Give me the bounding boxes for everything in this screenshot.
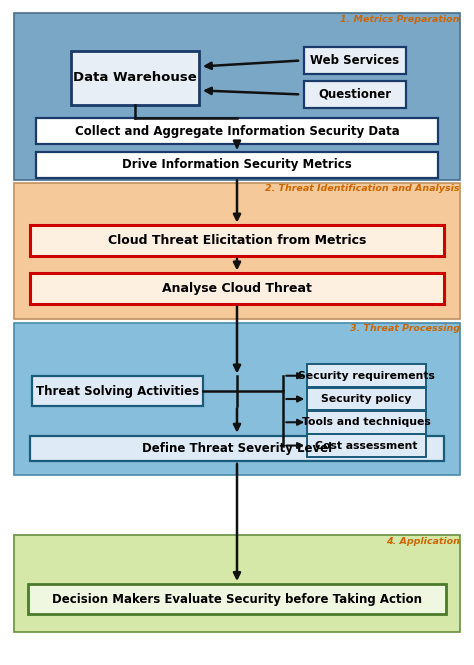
Text: Cost assessment: Cost assessment bbox=[315, 440, 418, 451]
Bar bbox=[29, 436, 444, 461]
Text: Collect and Aggregate Information Security Data: Collect and Aggregate Information Securi… bbox=[74, 124, 400, 138]
Bar bbox=[28, 584, 446, 614]
Text: 3. Threat Processing: 3. Threat Processing bbox=[350, 324, 460, 333]
Bar bbox=[29, 225, 444, 256]
Bar bbox=[307, 388, 426, 410]
Text: Security requirements: Security requirements bbox=[298, 370, 435, 381]
Bar bbox=[14, 13, 460, 180]
Bar bbox=[14, 323, 460, 475]
Bar bbox=[36, 152, 438, 178]
Bar bbox=[32, 376, 203, 406]
Bar bbox=[29, 273, 444, 304]
Text: 4. Application: 4. Application bbox=[386, 537, 460, 546]
Text: 2. Threat Identification and Analysis: 2. Threat Identification and Analysis bbox=[265, 184, 460, 194]
Text: Drive Information Security Metrics: Drive Information Security Metrics bbox=[122, 158, 352, 172]
Bar bbox=[307, 411, 426, 434]
Bar bbox=[36, 118, 438, 144]
Text: Decision Makers Evaluate Security before Taking Action: Decision Makers Evaluate Security before… bbox=[52, 593, 422, 606]
Text: Web Services: Web Services bbox=[310, 54, 399, 67]
Text: Questioner: Questioner bbox=[318, 88, 391, 101]
Text: Define Threat Severity Level: Define Threat Severity Level bbox=[142, 442, 332, 455]
Bar bbox=[307, 434, 426, 457]
Text: 1. Metrics Preparation: 1. Metrics Preparation bbox=[340, 15, 460, 24]
Text: Security policy: Security policy bbox=[321, 394, 411, 404]
Bar bbox=[14, 535, 460, 632]
Bar bbox=[303, 47, 405, 74]
Bar bbox=[14, 183, 460, 319]
Bar bbox=[307, 364, 426, 387]
Bar bbox=[303, 81, 405, 108]
Text: Analyse Cloud Threat: Analyse Cloud Threat bbox=[162, 282, 312, 295]
Text: Cloud Threat Elicitation from Metrics: Cloud Threat Elicitation from Metrics bbox=[108, 234, 366, 247]
Text: Data Warehouse: Data Warehouse bbox=[73, 71, 197, 84]
Bar bbox=[71, 51, 199, 105]
Text: Threat Solving Activities: Threat Solving Activities bbox=[36, 384, 199, 398]
Text: Tools and techniques: Tools and techniques bbox=[302, 417, 431, 428]
